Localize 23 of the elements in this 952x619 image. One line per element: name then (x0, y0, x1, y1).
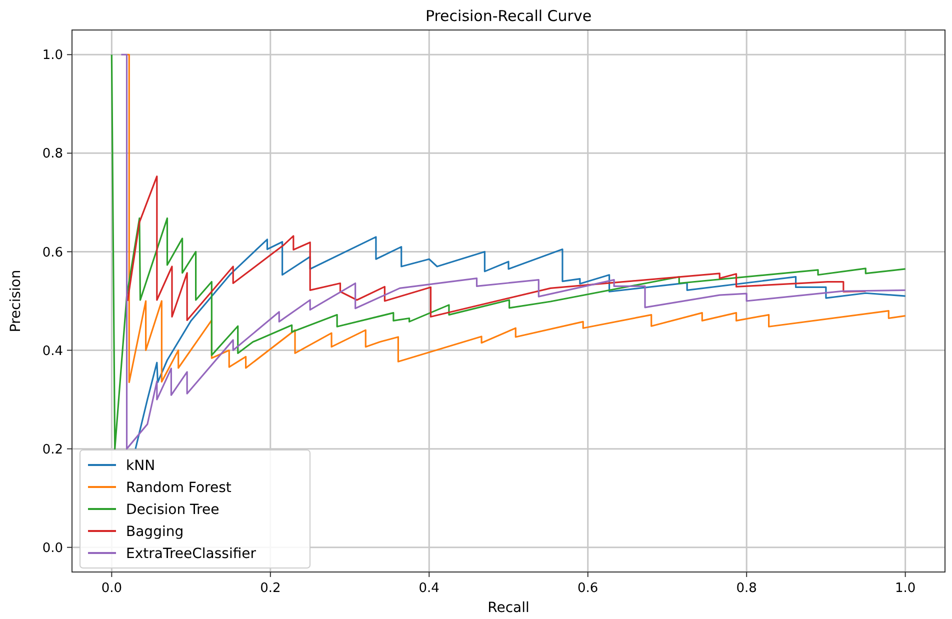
legend-label: Random Forest (126, 480, 232, 496)
legend-label: Bagging (126, 524, 184, 540)
line-series (134, 236, 906, 450)
x-tick-label: 0.4 (418, 581, 440, 596)
y-tick-label: 0.0 (42, 540, 63, 556)
line-series (126, 176, 866, 322)
legend-label: kNN (126, 458, 156, 474)
legend-label: Decision Tree (126, 502, 220, 518)
y-axis-title: Precision (8, 270, 24, 332)
y-tick-label: 1.0 (42, 48, 63, 64)
x-tick-label: 0.2 (260, 581, 281, 596)
y-tick-label: 0.4 (42, 344, 63, 359)
y-tick-label: 0.6 (42, 245, 63, 260)
line-series (126, 54, 906, 384)
x-tick-label: 0.8 (736, 581, 757, 596)
legend-label: ExtraTreeClassifier (126, 546, 256, 562)
x-axis-title: Recall (488, 600, 530, 616)
x-tick-label: 0.0 (101, 581, 122, 596)
x-tick-label: 1.0 (894, 581, 916, 596)
y-tick-label: 0.2 (42, 442, 63, 458)
y-tick-label: 0.8 (42, 146, 63, 162)
chart-title: Precision-Recall Curve (425, 7, 592, 25)
x-tick-label: 0.6 (578, 581, 598, 596)
